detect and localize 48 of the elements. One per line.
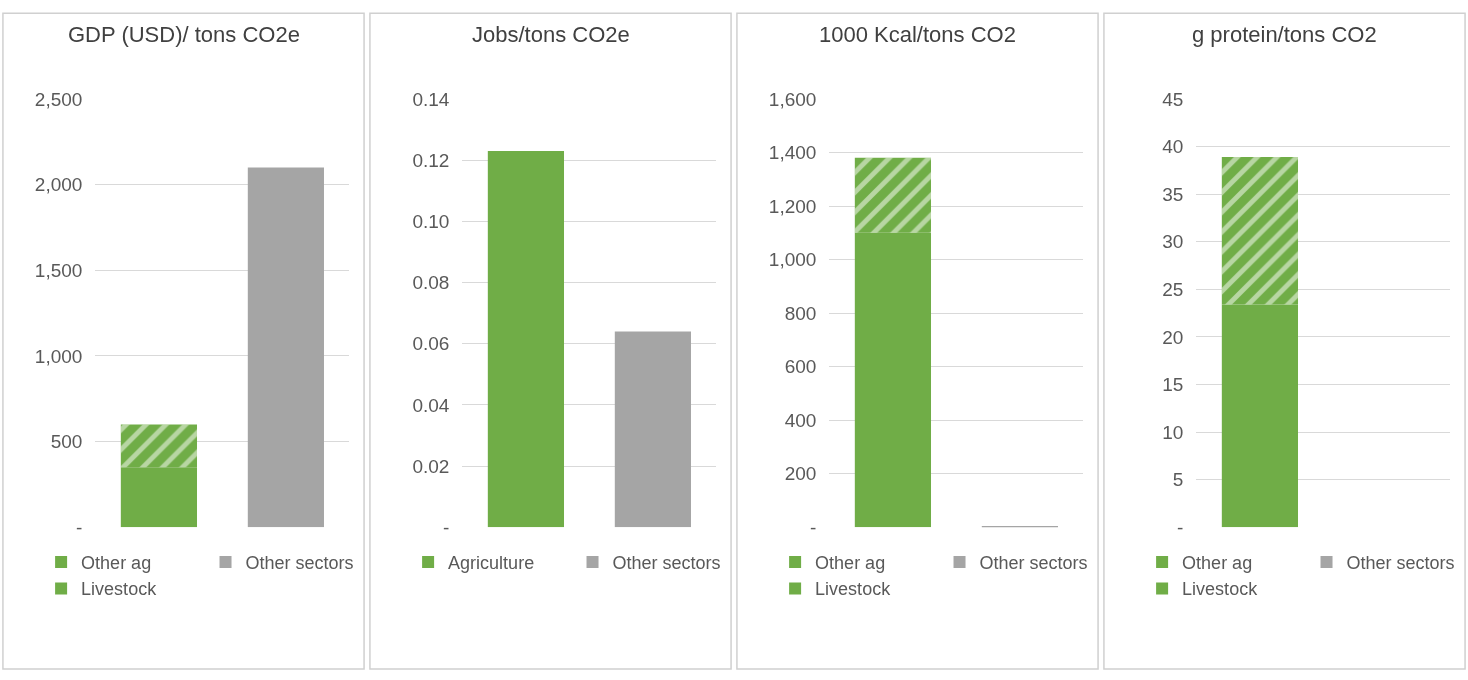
y-tick-label: 30: [1162, 231, 1184, 253]
y-tick-label: 2,500: [34, 88, 83, 110]
y-tick-label: 500: [50, 431, 83, 453]
y-tick-label: 0.14: [412, 88, 450, 110]
legend-label: Other ag: [81, 553, 152, 574]
y-tick-label: 2,000: [34, 174, 83, 196]
y-tick-label: 1,000: [34, 345, 83, 367]
y-tick-label: -: [1177, 516, 1184, 538]
legend-label: Livestock: [1182, 579, 1259, 600]
chart-title: 1000 Kcal/tons CO2: [819, 22, 1016, 47]
legend-label: Other ag: [1182, 553, 1253, 574]
y-tick-label: 5: [1172, 469, 1184, 491]
y-tick-label: 45: [1162, 88, 1184, 110]
y-tick-label: 1,600: [768, 88, 817, 110]
chart-title: g protein/tons CO2: [1192, 22, 1377, 47]
legend-label: Agriculture: [448, 553, 535, 574]
legend-label: Other sectors: [612, 553, 721, 574]
y-tick-label: 0.02: [412, 455, 450, 477]
legend-label: Other sectors: [979, 553, 1088, 574]
y-tick-label: -: [810, 516, 817, 538]
y-tick-label: 0.10: [412, 211, 450, 232]
y-tick-label: 1,400: [768, 142, 817, 164]
legend-label: Livestock: [815, 579, 892, 600]
y-tick-label: 0.04: [412, 394, 450, 416]
chart-title: GDP (USD)/ tons CO2e: [68, 22, 300, 47]
y-tick-label: 0.12: [412, 149, 450, 171]
y-tick-label: 400: [784, 409, 817, 431]
y-tick-label: 200: [784, 463, 817, 485]
y-tick-label: 800: [784, 302, 817, 324]
chart-title: Jobs/tons CO2e: [472, 22, 630, 47]
y-tick-label: 25: [1162, 278, 1184, 300]
y-tick-label: -: [76, 516, 83, 538]
y-tick-label: 10: [1162, 421, 1184, 443]
y-tick-label: 0.06: [412, 333, 450, 355]
y-tick-label: 0.08: [412, 272, 450, 294]
y-tick-label: 1,500: [34, 259, 83, 281]
y-tick-label: 1,200: [768, 195, 817, 217]
y-tick-label: 40: [1162, 136, 1184, 158]
legend-label: Other sectors: [245, 553, 354, 574]
y-tick-label: 15: [1162, 374, 1184, 396]
y-tick-label: 35: [1162, 183, 1184, 205]
legend-label: Other sectors: [1346, 553, 1455, 574]
y-tick-label: 600: [784, 356, 817, 378]
y-tick-label: 20: [1162, 326, 1184, 348]
y-tick-label: -: [443, 516, 450, 538]
legend-label: Other ag: [815, 553, 886, 574]
y-tick-label: 1,000: [768, 249, 817, 271]
legend-label: Livestock: [81, 579, 158, 600]
